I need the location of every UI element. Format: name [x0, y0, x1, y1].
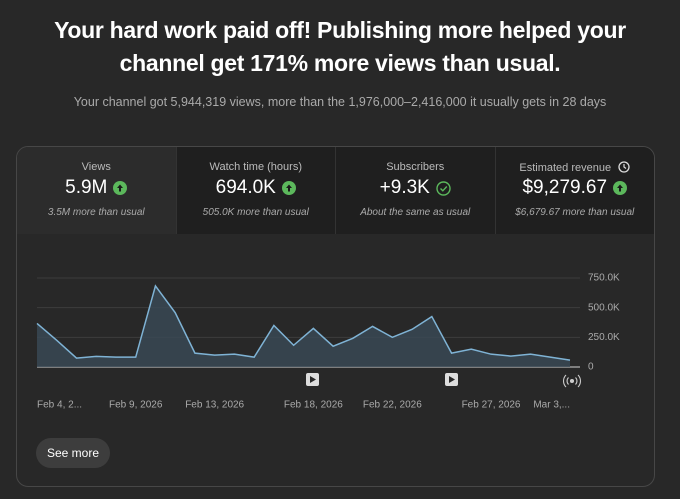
up-icon [281, 181, 296, 195]
area-fill [37, 285, 570, 367]
clock-icon [618, 161, 630, 173]
x-tick-label: Mar 3,... [533, 400, 570, 411]
y-tick-label: 0 [588, 362, 594, 373]
x-tick-label: Feb 27, 2026 [462, 400, 521, 411]
check-icon [436, 180, 451, 196]
metric-tab[interactable]: Views 5.9M 3.5M more than usual [17, 147, 176, 234]
up-icon [113, 181, 128, 195]
see-more-button[interactable]: See more [36, 438, 110, 468]
x-tick-label: Feb 22, 2026 [363, 400, 422, 411]
metric-note: 505.0K more than usual [202, 207, 309, 218]
metric-tab[interactable]: Subscribers +9.3K About the same as usua… [335, 147, 495, 234]
metric-note: About the same as usual [360, 207, 471, 218]
x-tick-label: Feb 4, 2... [37, 400, 82, 411]
y-tick-label: 750.0K [588, 273, 620, 284]
live-icon [562, 374, 582, 388]
metric-tab[interactable]: Estimated revenue $9,279.67 $6,679.67 mo… [494, 147, 655, 234]
metric-label-text: Estimated revenue [519, 162, 612, 174]
metric-tabs: Views 5.9M 3.5M more than usual Watch ti… [17, 147, 654, 234]
metric-tab[interactable]: Watch time (hours) 694.0K 505.0K more th… [175, 147, 335, 234]
play-icon[interactable] [306, 373, 319, 386]
metric-note: $6,679.67 more than usual [515, 207, 635, 218]
chart: 0 250.0K 500.0K 750.0K Feb 4, 2... Feb 9, 202… [36, 273, 620, 411]
metric-label: Views [81, 161, 111, 173]
headline: Your hard work paid off! Publishing more… [54, 17, 626, 76]
y-tick-label: 500.0K [588, 302, 620, 313]
metric-value: +9.3K [379, 177, 430, 198]
play-icon[interactable] [445, 373, 458, 386]
y-tick-label: 250.0K [588, 332, 620, 343]
x-tick-label: Feb 13, 2026 [185, 400, 244, 411]
metric-value: $9,279.67 [522, 177, 608, 198]
x-tick-label: Feb 18, 2026 [284, 400, 343, 411]
metric-label: Subscribers [386, 161, 445, 173]
area-line [36, 284, 571, 361]
metric-label: Estimated revenue [496, 161, 655, 174]
stats-card: Views 5.9M 3.5M more than usual Watch ti… [16, 146, 655, 487]
metric-value: 694.0K [215, 177, 276, 198]
metric-note: 3.5M more than usual [47, 207, 145, 218]
subheadline: Your channel got 5,944,319 views, more t… [73, 95, 607, 109]
up-icon [613, 181, 628, 195]
metric-label: Watch time (hours) [209, 161, 302, 173]
x-tick-label: Feb 9, 2026 [109, 400, 163, 411]
metric-value: 5.9M [65, 177, 108, 198]
